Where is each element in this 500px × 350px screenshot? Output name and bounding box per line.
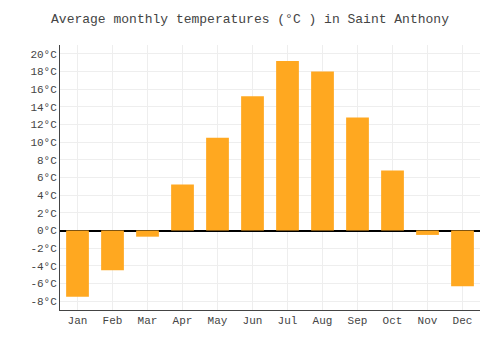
svg-text:18°C: 18°C	[30, 66, 57, 78]
svg-text:Average monthly temperatures (: Average monthly temperatures (°C ) in Sa…	[51, 12, 449, 27]
svg-text:-6°C: -6°C	[30, 278, 57, 290]
svg-text:4°C: 4°C	[37, 190, 57, 202]
svg-text:Oct: Oct	[383, 315, 403, 327]
svg-text:8°C: 8°C	[37, 155, 57, 167]
svg-text:Dec: Dec	[453, 315, 473, 327]
svg-text:-4°C: -4°C	[30, 261, 57, 273]
svg-text:-8°C: -8°C	[30, 296, 57, 308]
svg-text:Apr: Apr	[173, 315, 193, 327]
svg-text:Jan: Jan	[68, 315, 88, 327]
svg-text:Feb: Feb	[103, 315, 123, 327]
svg-text:6°C: 6°C	[37, 172, 57, 184]
svg-text:0°C: 0°C	[37, 225, 57, 237]
svg-text:Aug: Aug	[313, 315, 333, 327]
svg-text:16°C: 16°C	[30, 84, 57, 96]
svg-text:May: May	[208, 315, 228, 327]
svg-text:Sep: Sep	[348, 315, 368, 327]
svg-text:Nov: Nov	[418, 315, 438, 327]
svg-text:12°C: 12°C	[30, 119, 57, 131]
svg-text:Jun: Jun	[243, 315, 263, 327]
svg-text:10°C: 10°C	[30, 137, 57, 149]
svg-text:Mar: Mar	[138, 315, 158, 327]
svg-text:2°C: 2°C	[37, 208, 57, 220]
svg-text:Jul: Jul	[278, 315, 298, 327]
svg-text:20°C: 20°C	[30, 49, 57, 61]
svg-text:-2°C: -2°C	[30, 243, 57, 255]
svg-text:14°C: 14°C	[30, 102, 57, 114]
